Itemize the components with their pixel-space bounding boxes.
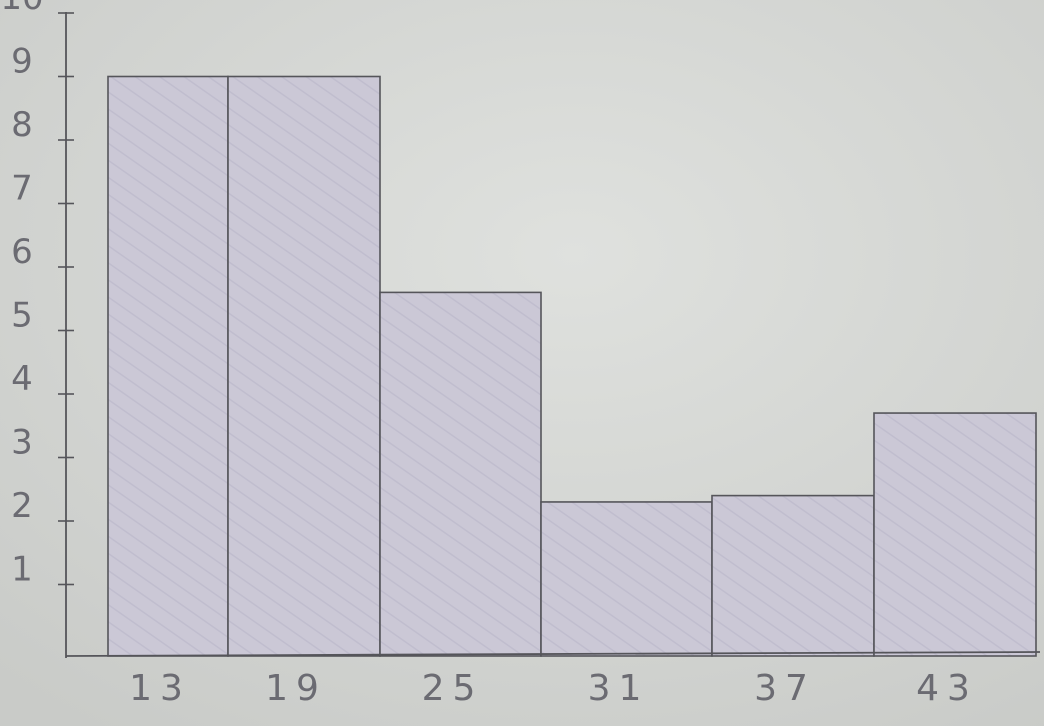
y-tick-label-10: 10	[0, 0, 43, 18]
bar-37	[712, 496, 874, 656]
y-tick-label-6: 6	[11, 232, 33, 272]
y-tick-label-7: 7	[11, 169, 33, 209]
y-tick-label-8: 8	[11, 105, 33, 145]
bar-43	[874, 413, 1036, 656]
y-tick-label-4: 4	[11, 359, 33, 399]
x-tick-label-13: 13	[129, 668, 191, 709]
bar-19	[228, 77, 380, 657]
bar-31	[541, 502, 712, 656]
x-tick-label-43: 43	[916, 668, 978, 709]
y-tick-label-9: 9	[11, 42, 33, 82]
x-tick-label-37: 37	[754, 668, 816, 709]
x-tick-label-25: 25	[422, 668, 484, 709]
x-tick-label-19: 19	[265, 668, 327, 709]
y-tick-label-1: 1	[11, 550, 33, 590]
y-tick-label-5: 5	[11, 296, 33, 336]
bar-13	[108, 77, 228, 657]
y-tick-label-3: 3	[11, 423, 33, 463]
y-tick-label-2: 2	[11, 486, 33, 526]
bar-25	[380, 292, 541, 656]
x-tick-label-31: 31	[588, 668, 650, 709]
